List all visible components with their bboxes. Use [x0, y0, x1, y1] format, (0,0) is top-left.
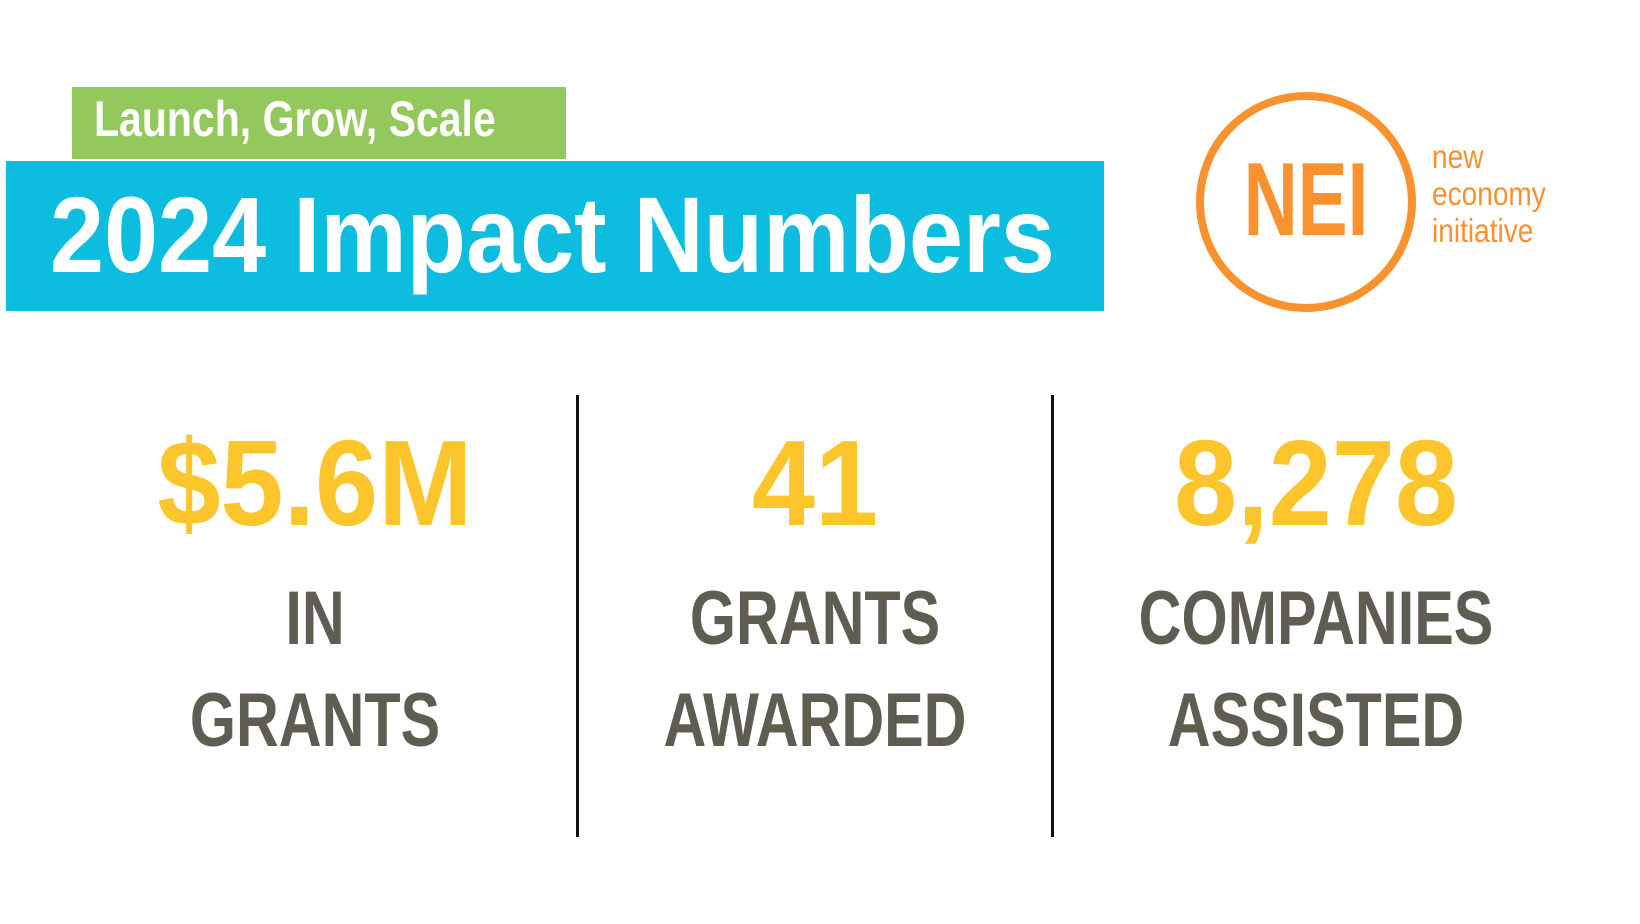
- stat-grants-awarded: 41 GRANTS AWARDED: [580, 418, 1050, 772]
- stat-label: GRANTS AWARDED: [632, 568, 999, 772]
- stat-grants-total: $5.6M IN GRANTS: [70, 418, 560, 772]
- logo-ring-icon: [1196, 92, 1416, 312]
- stat-label: IN GRANTS: [124, 568, 506, 772]
- logo-mark: NEI: [1243, 142, 1369, 258]
- logo-word: economy: [1432, 175, 1546, 212]
- column-divider: [576, 395, 579, 837]
- page-title: 2024 Impact Numbers: [50, 174, 1055, 295]
- stat-value: $5.6M: [157, 415, 473, 551]
- logo-word: new: [1432, 138, 1484, 175]
- column-divider: [1051, 395, 1054, 837]
- logo-word: initiative: [1432, 212, 1534, 249]
- stat-label-line: GRANTS: [189, 678, 441, 763]
- stat-label-line: AWARDED: [663, 678, 967, 763]
- stat-value: 41: [751, 415, 879, 551]
- nei-logo: NEI: [1196, 92, 1416, 312]
- stat-label-line: COMPANIES: [1138, 576, 1494, 661]
- stat-value: 8,278: [1174, 415, 1458, 551]
- stat-label-line: GRANTS: [689, 576, 941, 661]
- stat-label: COMPANIES ASSISTED: [1113, 568, 1519, 772]
- stat-companies-assisted: 8,278 COMPANIES ASSISTED: [1056, 418, 1576, 772]
- tagline: Launch, Grow, Scale: [94, 91, 496, 147]
- stat-label-line: ASSISTED: [1167, 678, 1465, 763]
- stat-label-line: IN: [285, 576, 345, 661]
- tagline-banner: Launch, Grow, Scale: [72, 87, 566, 159]
- logo-wordmark: new economy initiative: [1432, 138, 1546, 249]
- title-banner: 2024 Impact Numbers: [6, 161, 1104, 311]
